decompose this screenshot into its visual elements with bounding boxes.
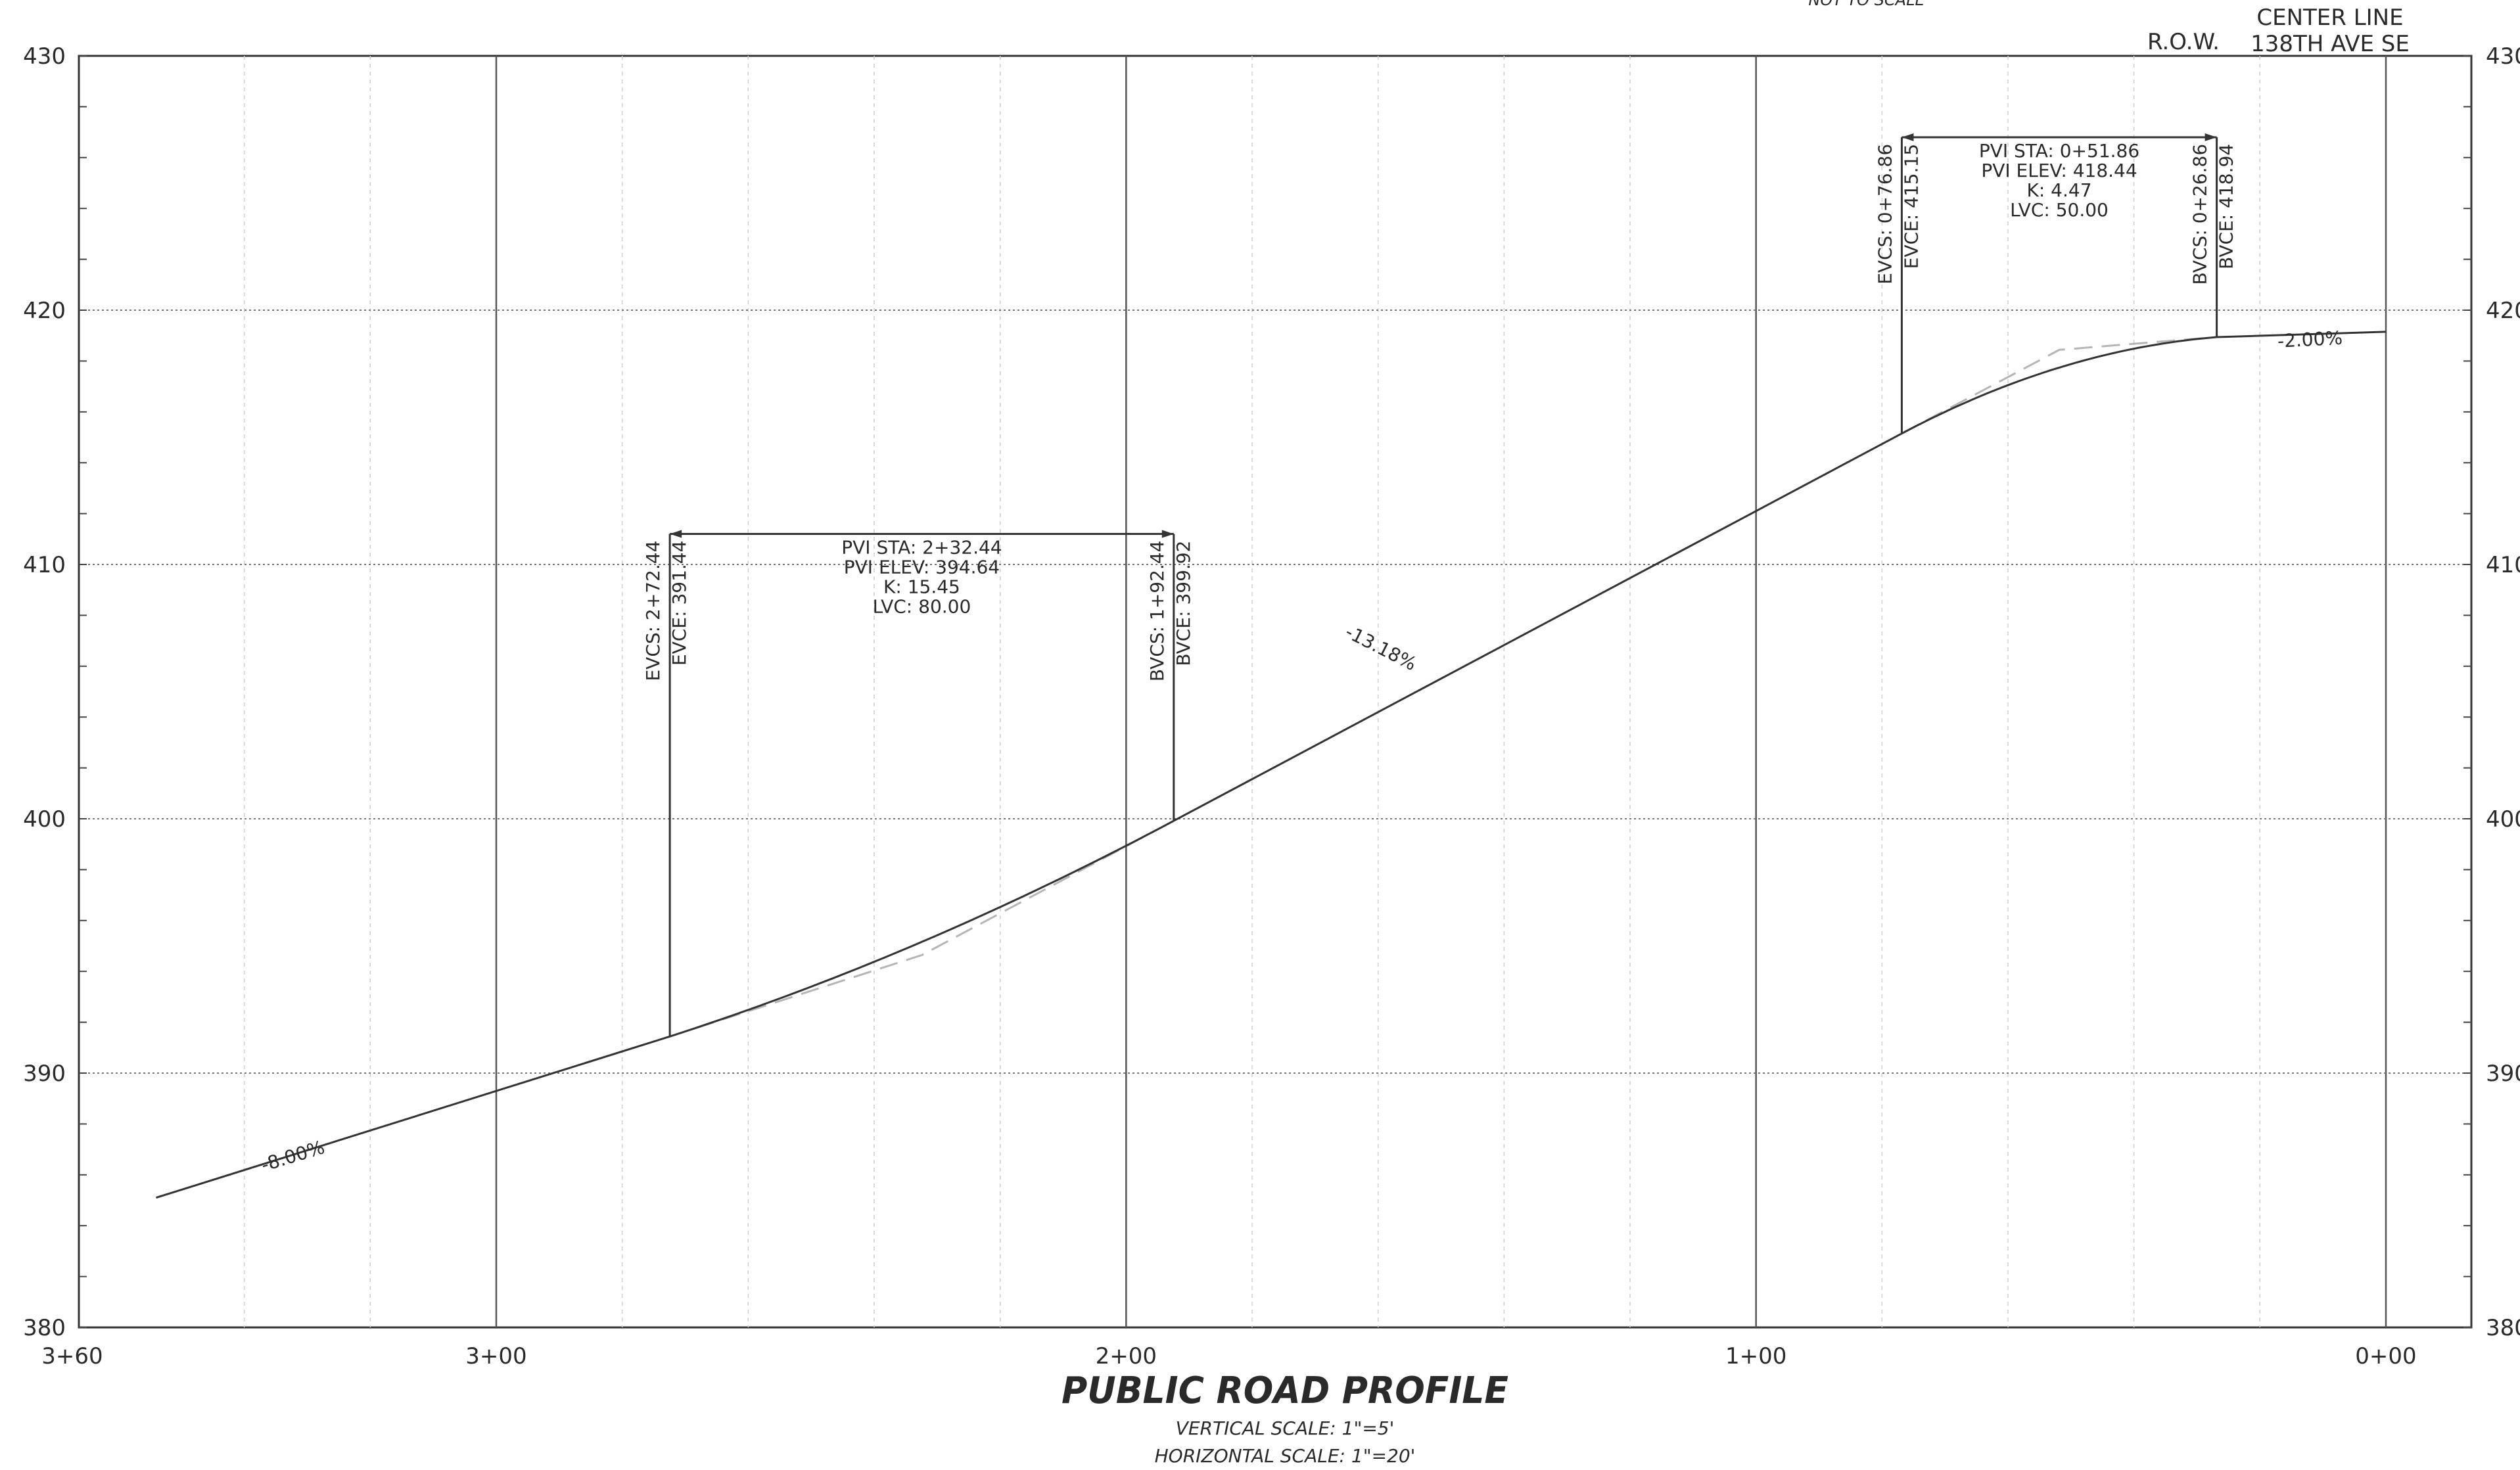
centerline-label-line2: 138TH AVE SE	[2251, 31, 2410, 57]
x-tick-label: 3+60	[41, 1343, 103, 1369]
pvi-info-text: K: 4.47	[2026, 179, 2091, 201]
y-tick-label-right: 390	[2486, 1061, 2520, 1087]
grade-labels: -8.00% -13.18% -2.00%	[258, 327, 2343, 1176]
existing-grade-lines	[669, 336, 2217, 1038]
grid-layer	[79, 56, 2471, 1327]
grade-label: -2.00%	[2277, 327, 2343, 352]
pvi-info-text: PVI STA: 2+32.44	[841, 537, 1002, 559]
bvcs-label: BVCS: 0+26.86	[2189, 144, 2211, 285]
y-tick-label-left: 390	[23, 1061, 66, 1087]
pvi-info-text: LVC: 80.00	[873, 596, 971, 618]
profile-tangent	[2216, 331, 2387, 338]
profile-vertical-curve	[669, 819, 1175, 1038]
existing-grade-dashed	[669, 819, 1175, 1038]
bvce-label: BVCE: 399.92	[1173, 541, 1194, 666]
bvcs-label: BVCS: 1+92.44	[1146, 541, 1168, 682]
plot-frame	[78, 55, 2473, 1329]
y-tick-label-left: 380	[23, 1315, 66, 1341]
bvce-label: BVCE: 418.94	[2216, 144, 2237, 269]
dimension-arrow	[1161, 530, 1174, 538]
y-tick-label-right: 430	[2486, 43, 2520, 70]
y-tick-label-right: 420	[2486, 298, 2520, 324]
y-tick-label-left: 430	[23, 43, 66, 70]
axis-labels: 380 380 390 390 400 400 410 410 420 420 430 430 3+60…	[23, 43, 2520, 1369]
pvi-info-text: PVI STA: 0+51.86	[1979, 140, 2139, 162]
evce-label: EVCE: 391.44	[668, 541, 690, 666]
evcs-label: EVCS: 2+72.44	[642, 541, 664, 681]
dimension-arrow	[2205, 133, 2217, 141]
grade-label: -13.18%	[1342, 621, 1420, 675]
grade-label: -8.00%	[258, 1136, 327, 1176]
pvi-info-text: PVI ELEV: 394.64	[844, 557, 1000, 578]
x-tick-label: 3+00	[465, 1343, 526, 1369]
not-to-scale-note: NOT TO SCALE	[1808, 0, 1925, 9]
row-label: R.O.W.	[2147, 29, 2220, 55]
x-tick-label: 0+00	[2355, 1343, 2416, 1369]
y-tick-label-right: 380	[2486, 1315, 2520, 1341]
evcs-label: EVCS: 0+76.86	[1874, 144, 1896, 285]
y-tick-label-left: 410	[23, 552, 66, 578]
profile-tangent	[1173, 432, 1903, 822]
y-tick-label-left: 420	[23, 298, 66, 324]
pvi-info-text: K: 15.45	[883, 576, 960, 598]
axis-ticks	[79, 55, 2471, 1328]
centerline-label-line1: CENTER LINE	[2256, 5, 2403, 31]
drawing-title: PUBLIC ROAD PROFILE	[1062, 1369, 1508, 1412]
pvi-info-text: PVI ELEV: 418.44	[1981, 160, 2137, 181]
y-tick-label-left: 400	[23, 806, 66, 833]
x-tick-label: 1+00	[1725, 1343, 1786, 1369]
existing-grade-dashed	[1901, 336, 2217, 435]
x-tick-label: 2+00	[1096, 1343, 1157, 1369]
profile-vertical-curve	[1901, 336, 2217, 435]
vertical-scale-note: VERTICAL SCALE: 1"=5'	[1176, 1417, 1395, 1439]
dimension-arrow	[1902, 133, 1914, 141]
y-tick-label-right: 400	[2486, 806, 2520, 833]
horizontal-scale-note: HORIZONTAL SCALE: 1"=20'	[1155, 1445, 1416, 1467]
profile-line	[156, 331, 2387, 1199]
profile-tangent	[156, 1035, 670, 1199]
dimension-arrow	[670, 530, 682, 538]
evce-label: EVCE: 415.15	[1900, 144, 1922, 269]
pvi-info-text: LVC: 50.00	[2010, 199, 2109, 221]
y-tick-label-right: 410	[2486, 552, 2520, 578]
